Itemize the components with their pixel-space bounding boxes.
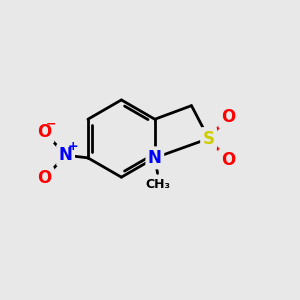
Text: CH₃: CH₃ (145, 178, 170, 191)
Text: O: O (38, 123, 52, 141)
Text: N: N (59, 146, 73, 164)
Text: O: O (38, 169, 52, 187)
Text: O: O (221, 151, 235, 169)
Text: O: O (221, 108, 235, 126)
Text: N: N (148, 149, 162, 167)
Text: S: S (203, 130, 215, 148)
Text: −: − (46, 118, 56, 131)
Text: +: + (68, 140, 78, 153)
